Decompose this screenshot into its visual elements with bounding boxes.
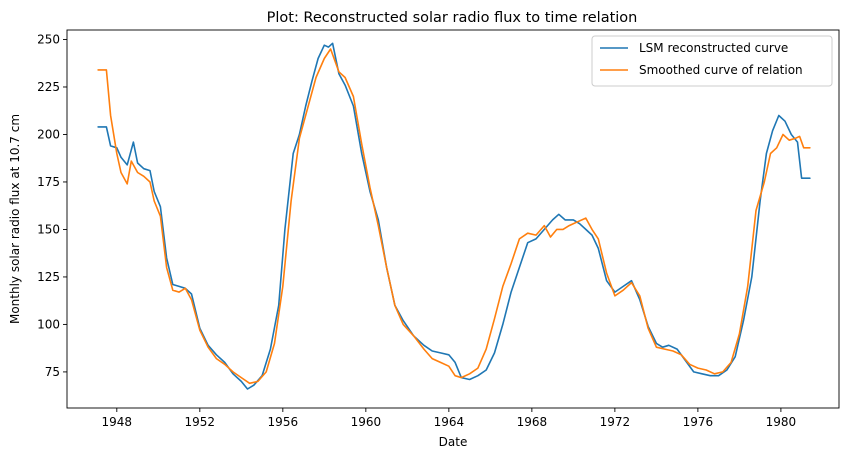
legend: LSM reconstructed curve Smoothed curve o… xyxy=(591,35,833,87)
y-axis: 75 100 125 150 175 200 225 250 xyxy=(37,32,67,379)
x-axis: 1948 1952 1956 1960 1964 1968 1972 1976 1980 xyxy=(102,408,797,429)
series-layer xyxy=(97,42,811,390)
y-tick-label: 100 xyxy=(37,317,60,331)
x-tick-label: 1968 xyxy=(517,415,548,429)
y-tick-label: 175 xyxy=(37,175,60,189)
x-tick-label: 1964 xyxy=(434,415,465,429)
x-tick-label: 1960 xyxy=(351,415,382,429)
x-tick-label: 1952 xyxy=(185,415,216,429)
y-tick-label: 150 xyxy=(37,222,60,236)
y-tick-label: 125 xyxy=(37,270,60,284)
y-tick-label: 250 xyxy=(37,32,60,46)
x-tick-label: 1976 xyxy=(683,415,714,429)
y-tick-label: 225 xyxy=(37,80,60,94)
y-tick-label: 75 xyxy=(45,365,60,379)
plot-area-frame xyxy=(66,29,840,409)
x-tick-label: 1948 xyxy=(102,415,133,429)
legend-label-lsm: LSM reconstructed curve xyxy=(639,41,788,55)
x-axis-label: Date xyxy=(439,435,468,449)
y-tick-label: 200 xyxy=(37,127,60,141)
legend-label-smoothed: Smoothed curve of relation xyxy=(639,63,803,77)
legend-box xyxy=(591,35,833,87)
series-line-smoothed xyxy=(97,48,811,385)
x-tick-label: 1956 xyxy=(268,415,299,429)
x-tick-label: 1972 xyxy=(600,415,631,429)
x-tick-label: 1980 xyxy=(766,415,797,429)
y-axis-label: Monthly solar radio flux at 10.7 cm xyxy=(8,114,22,324)
chart-title: Plot: Reconstructed solar radio flux to … xyxy=(267,10,638,26)
series-line-lsm xyxy=(97,42,811,390)
